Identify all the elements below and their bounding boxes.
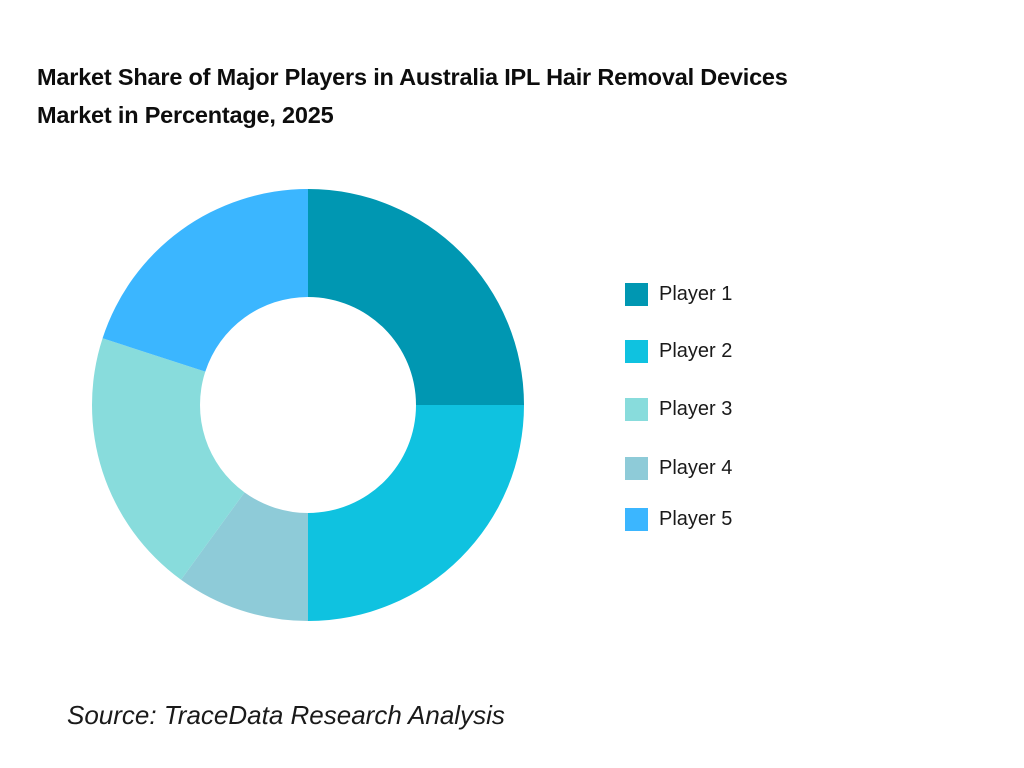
legend-item-player-3: Player 3	[625, 397, 732, 421]
chart-title: Market Share of Major Players in Austral…	[37, 58, 1017, 134]
slice-player-3	[91, 338, 245, 580]
legend-label: Player 1	[659, 282, 733, 305]
legend-label: Player 5	[659, 507, 733, 530]
legend-label: Player 4	[659, 456, 733, 479]
legend-label: Player 3	[659, 397, 733, 420]
chart-title-line-2: Market in Percentage, 2025	[37, 102, 334, 128]
legend-item-player-1: Player 1	[625, 282, 732, 306]
donut-slices	[91, 189, 524, 621]
chart-title-line-1: Market Share of Major Players in Austral…	[37, 64, 788, 90]
slice-player-2	[308, 405, 524, 621]
legend-item-player-4: Player 4	[625, 456, 732, 480]
legend-swatch	[625, 282, 648, 306]
legend-item-player-2: Player 2	[625, 339, 732, 363]
slice-player-4	[181, 492, 308, 621]
legend-swatch	[625, 339, 648, 363]
slice-player-1	[308, 189, 524, 405]
legend-swatch	[625, 456, 648, 480]
slice-player-5	[102, 189, 308, 372]
legend-item-player-5: Player 5	[625, 507, 732, 531]
legend-swatch	[625, 507, 648, 531]
legend-label: Player 2	[659, 339, 733, 362]
legend-swatch	[625, 397, 648, 421]
source-note: Source: TraceData Research Analysis	[67, 700, 505, 730]
